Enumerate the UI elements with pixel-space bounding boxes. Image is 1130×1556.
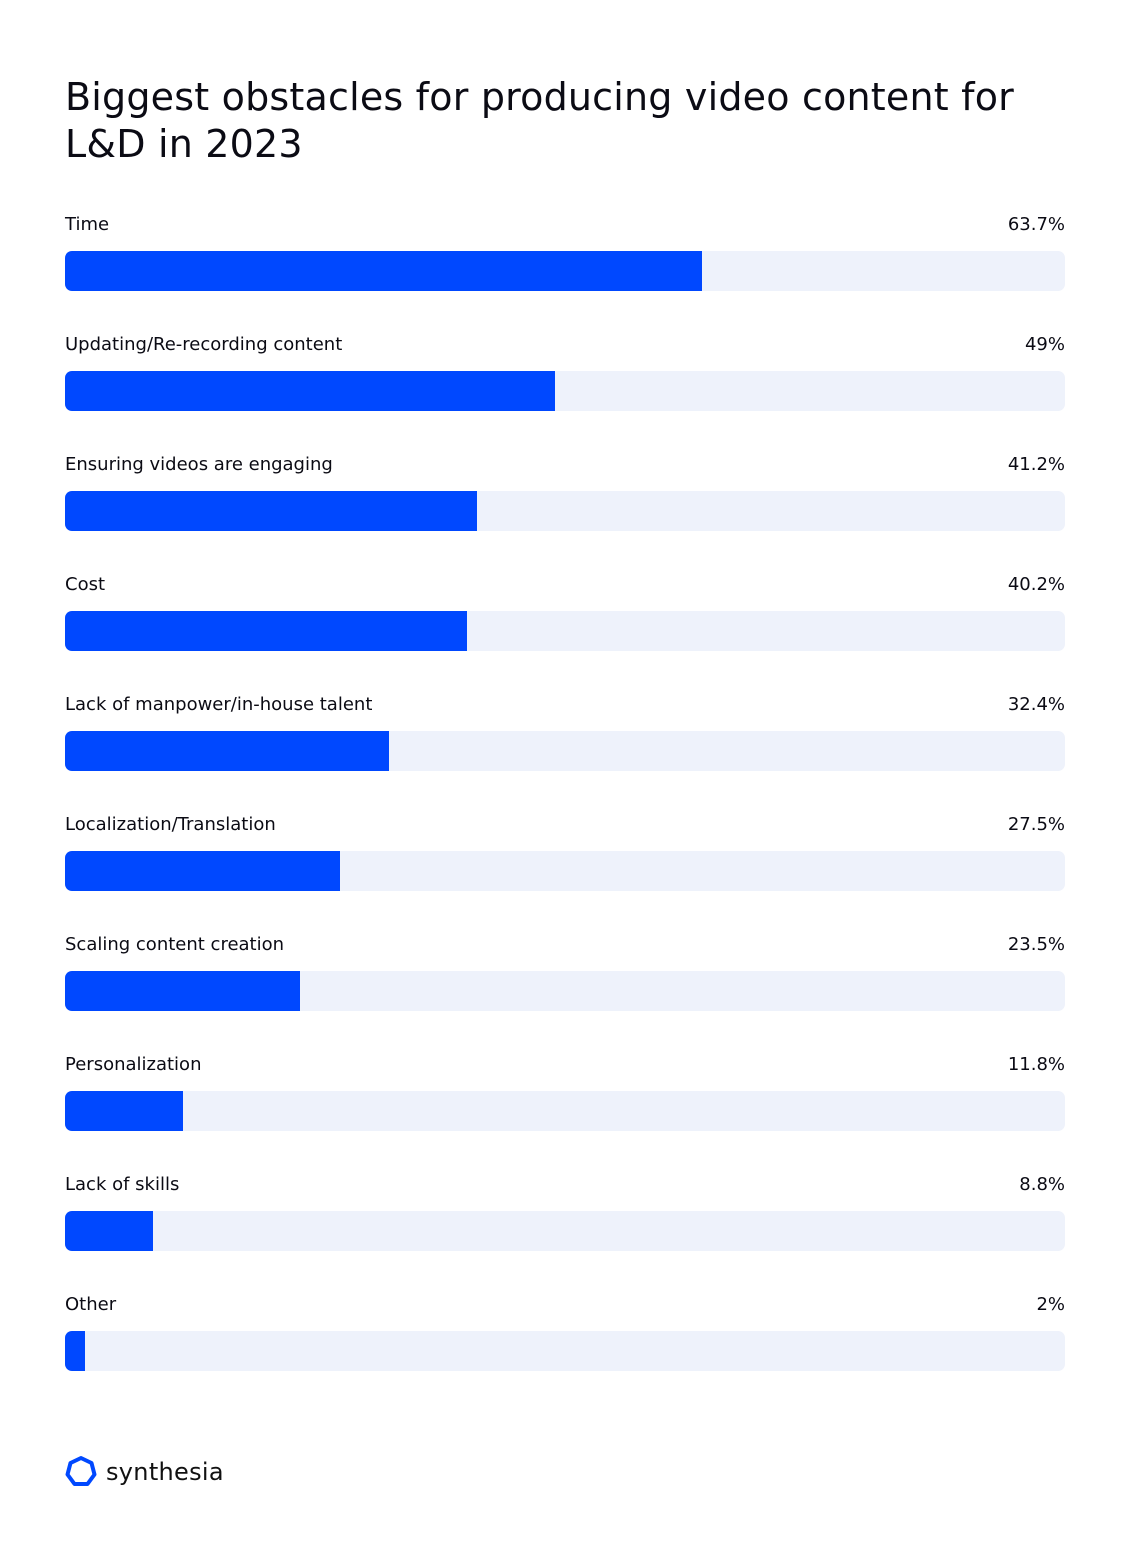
bar-row: Ensuring videos are engaging 41.2% [65,452,1065,572]
value-label: 40.2% [1007,574,1065,595]
bar-track [65,851,1065,891]
value-label: 49% [1024,334,1065,355]
bar [65,1331,85,1371]
bar [65,971,300,1011]
bar-row: Localization/Translation 27.5% [65,812,1065,932]
bar-row: Scaling content creation 23.5% [65,932,1065,1052]
category-label: Scaling content creation [65,934,285,955]
category-label: Other [65,1294,117,1315]
bar-row: Lack of skills 8.8% [65,1172,1065,1292]
bar-track [65,1211,1065,1251]
value-label: 8.8% [1019,1174,1065,1195]
bar-track [65,1331,1065,1371]
bar-row: Time 63.7% [65,212,1065,332]
bar [65,851,340,891]
synthesia-logo-icon [65,1456,97,1486]
value-label: 27.5% [1007,814,1065,835]
chart-title: Biggest obstacles for producing video co… [65,75,1015,166]
category-label: Cost [65,574,106,595]
value-label: 32.4% [1007,694,1065,715]
category-label: Ensuring videos are engaging [65,454,333,475]
category-label: Localization/Translation [65,814,276,835]
category-label: Updating/Re-recording content [65,334,343,355]
bar-track [65,731,1065,771]
category-label: Lack of manpower/in-house talent [65,694,373,715]
value-label: 2% [1036,1294,1065,1315]
bar-track [65,611,1065,651]
brand-name: synthesia [106,1458,224,1486]
bar-row: Updating/Re-recording content 49% [65,332,1065,452]
bar-row: Other 2% [65,1292,1065,1412]
bar-row: Personalization 11.8% [65,1052,1065,1172]
bar-track [65,491,1065,531]
bar [65,731,389,771]
bar [65,251,702,291]
category-label: Personalization [65,1054,202,1075]
bar-row: Lack of manpower/in-house talent 32.4% [65,692,1065,812]
bar [65,1091,183,1131]
bar-row: Cost 40.2% [65,572,1065,692]
bar [65,491,477,531]
bar-track [65,371,1065,411]
value-label: 23.5% [1007,934,1065,955]
bar-track [65,1091,1065,1131]
bar-track [65,971,1065,1011]
bar-chart: Time 63.7% Updating/Re-recording content… [65,212,1065,1412]
bar [65,1211,153,1251]
bar-track [65,251,1065,291]
bar [65,371,555,411]
value-label: 11.8% [1007,1054,1065,1075]
value-label: 63.7% [1007,214,1065,235]
synthesia-logo: synthesia [64,1455,224,1489]
category-label: Lack of skills [65,1174,180,1195]
bar [65,611,467,651]
value-label: 41.2% [1007,454,1065,475]
category-label: Time [65,214,110,235]
